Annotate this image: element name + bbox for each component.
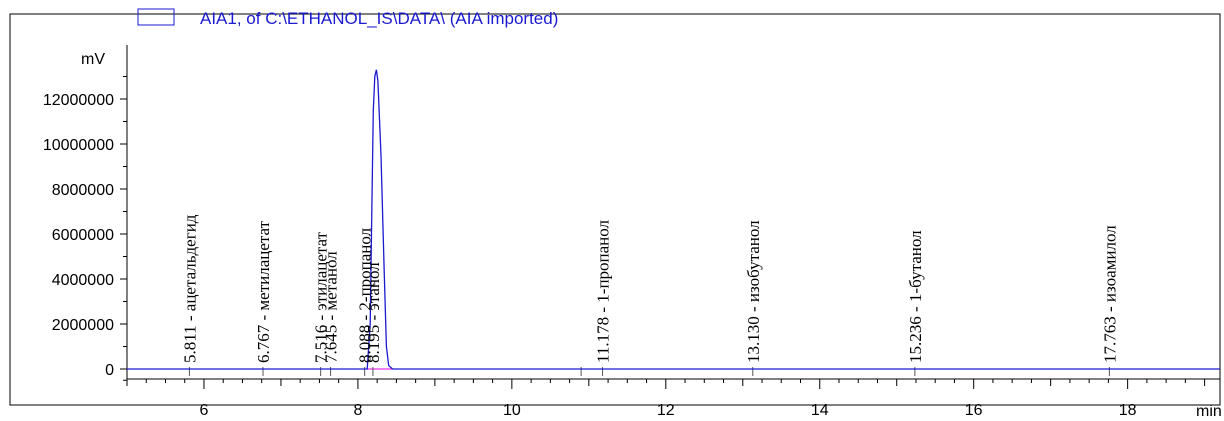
x-tick-label: 16	[965, 402, 983, 419]
x-tick-label: 18	[1119, 402, 1137, 419]
x-tick-label: 10	[503, 402, 521, 419]
y-tick-label: 6000000	[52, 227, 114, 244]
legend: AIA1, of C:\ETHANOL_IS\DATA\ (AIA import…	[137, 8, 558, 28]
peak-label: 7.645 - метанол	[322, 251, 341, 363]
peak-label: 8.195 - этанол	[364, 262, 383, 363]
x-tick-label: 12	[657, 402, 675, 419]
peak-label: 8.088 - 2-пропанол	[356, 227, 375, 363]
y-tick-label: 8000000	[52, 182, 114, 199]
y-tick-label: 12000000	[43, 92, 114, 109]
y-tick-label: 0	[105, 362, 114, 379]
legend-swatch	[137, 8, 175, 26]
peak-labels: 5.811 - ацетальдегид 6.767 - метилацетат 7…	[180, 214, 1119, 363]
peak-label: 15.236 - 1-бутанол	[906, 230, 925, 363]
x-tick-label: 8	[353, 402, 362, 419]
peak-label: 11.178 - 1-пропанол	[594, 219, 613, 363]
x-axis-label: min	[1196, 403, 1222, 420]
legend-entry: AIA1, of C:\ETHANOL_IS\DATA\ (AIA import…	[200, 9, 558, 28]
y-tick-label: 4000000	[52, 272, 114, 289]
plot-frame	[9, 13, 1221, 406]
peak-label: 17.763 - изоамилол	[1100, 225, 1119, 363]
peak-label: 5.811 - ацетальдегид	[180, 214, 199, 363]
x-tick-label: 14	[811, 402, 829, 419]
peak-label: 7.516 - этилацетат	[312, 231, 331, 363]
axes	[126, 45, 1220, 380]
peak-label: 13.130 - изобутанол	[744, 220, 763, 363]
y-axis-label: mV	[81, 51, 105, 68]
y-tick-label: 10000000	[43, 137, 114, 154]
series-line	[127, 69, 1220, 370]
x-tick-label: 6	[200, 402, 209, 419]
series	[127, 69, 1220, 370]
x-ticks: 6 8 10 12 14 16 18	[126, 379, 1206, 419]
y-ticks: 0 2000000 4000000 6000000 8000000 10000000 120…	[43, 76, 127, 381]
y-tick-label: 2000000	[52, 317, 114, 334]
peak-label: 6.767 - метилацетат	[254, 220, 273, 363]
